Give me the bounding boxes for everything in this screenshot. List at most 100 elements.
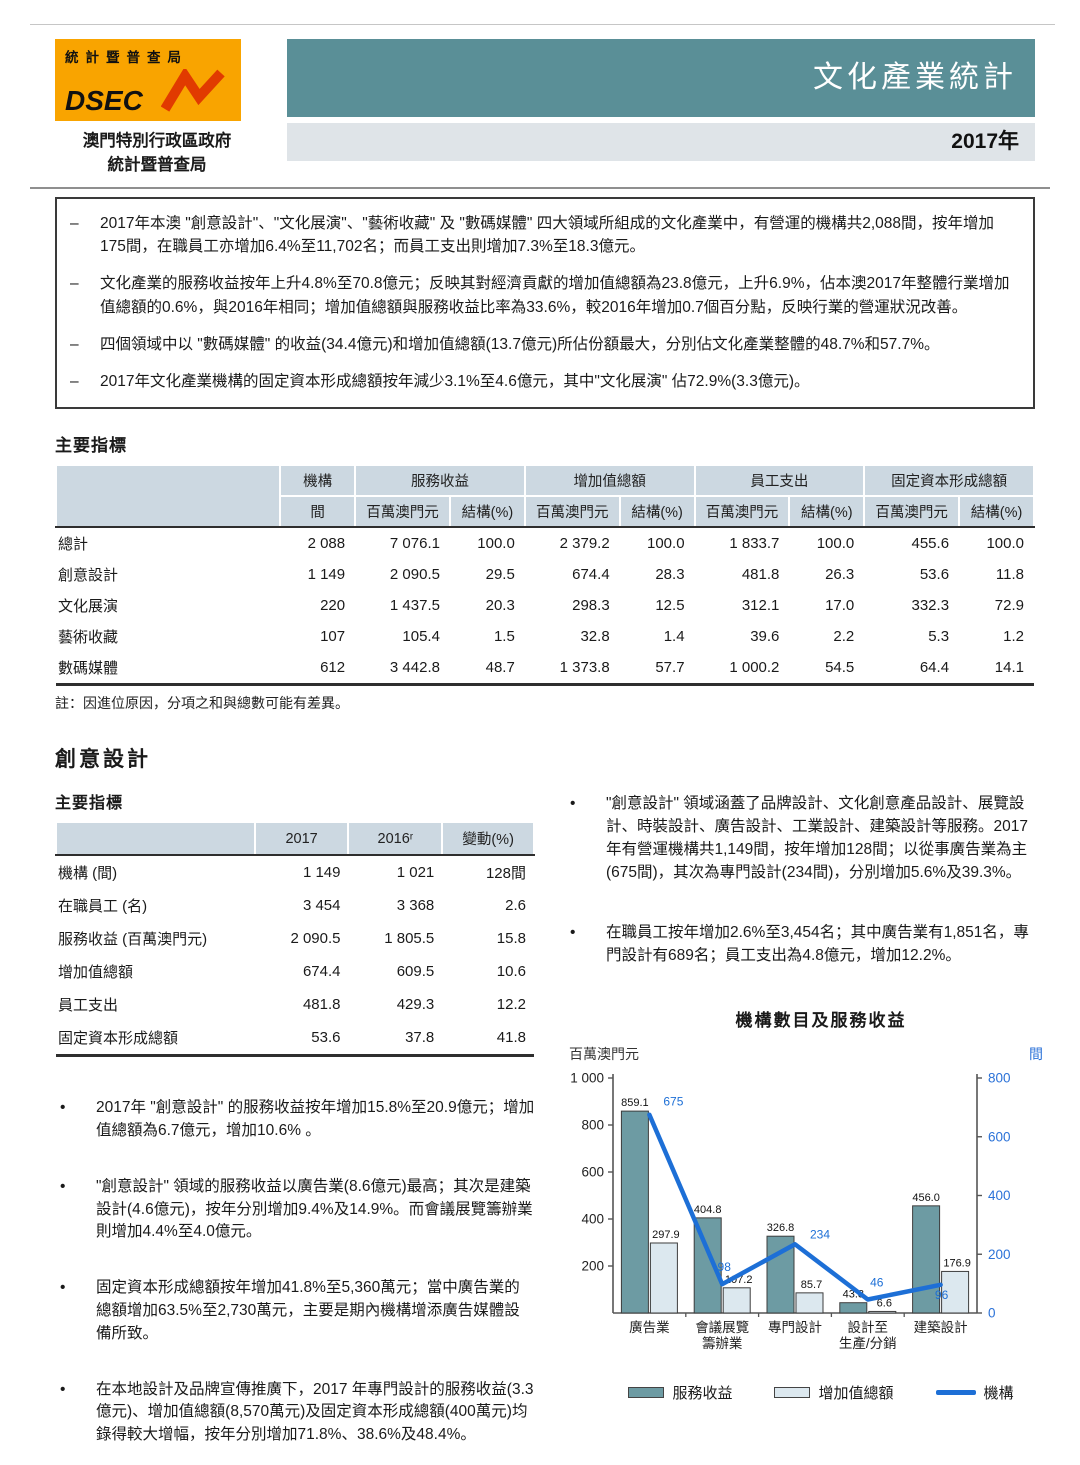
row-value: 674.4 [302, 963, 341, 981]
summary-bullet-text: 文化產業的服務收益按年上升4.8%至70.8億元；反映其對經濟貢獻的增加值總額為… [100, 275, 1010, 316]
row-value: 3 368 [396, 897, 435, 915]
bullet-marker: • [570, 924, 576, 942]
legend-label: 機構 [983, 1385, 1014, 1403]
summary-bullet-text: 2017年本澳 "創意設計"、"文化展演"、"藝術收藏" 及 "數碼媒體" 四大… [100, 214, 995, 256]
dash-marker: – [70, 335, 79, 353]
dash-marker: – [70, 275, 79, 293]
table-row: 數碼媒體 612 3 442.8 48.7 1 373.8 57.7 1 000.2 54.5… [56, 652, 1034, 687]
header-unit-cell: 百萬澳門元 [523, 495, 621, 529]
legend-item: 服務收益 [628, 1382, 732, 1403]
row-label: 數碼媒體 [56, 652, 281, 687]
svg-text:600: 600 [988, 1129, 1011, 1144]
header-group-cell: 增加值總額 [523, 464, 696, 498]
bullet-marker: • [60, 1099, 66, 1117]
svg-text:800: 800 [581, 1118, 604, 1133]
summary-box: – 2017年本澳 "創意設計"、"文化展演"、"藝術收藏" 及 "數碼媒體" 四… [55, 196, 1035, 410]
row-value: 612 [280, 652, 356, 687]
bullet-text: 在本地設計及品牌宣傳推廣下，2017 年專門設計的服務收益(3.3億元)、增加值… [96, 1380, 534, 1444]
row-value: 609.5 [396, 963, 435, 981]
main-table-header-row-groups: 機構 服務收益 增加值總額 員工支出 固定資本形成總額 [54, 464, 1035, 529]
header-unit-cell: 百萬澳門元 [354, 495, 451, 529]
svg-text:859.1: 859.1 [621, 1097, 649, 1109]
summary-bullet-text: 四個領域中以 "數碼媒體" 的收益(34.4億元)和增加值總額(13.7億元)所… [100, 335, 940, 353]
header-unit-cell: 結構(%) [958, 495, 1035, 529]
row-value: 1 373.8 [524, 652, 620, 687]
org-name: 澳門特別行政區政府 統計暨普查局 [55, 130, 259, 178]
section-title-creative-design: 創意設計 [55, 748, 151, 772]
table-note: 註：因進位原因，分項之和與總數可能有差異。 [55, 695, 349, 712]
row-value: 1 149 [307, 566, 346, 584]
row-value: 11.8 [995, 566, 1024, 584]
bullet-text: "創意設計" 領域涵蓋了品牌設計、文化創意產品設計、展覽設計、時裝設計、廣告設計… [606, 795, 1028, 881]
row-value: 2 090.5 [389, 566, 440, 584]
header-year-cell: 變動(%) [441, 821, 535, 857]
svg-text:6.6: 6.6 [877, 1297, 892, 1309]
svg-text:籌辦業: 籌辦業 [702, 1336, 743, 1351]
svg-text:0: 0 [988, 1306, 996, 1321]
header-unit-cell: 百萬澳門元 [863, 495, 961, 529]
header-unit-cell: 結構(%) [788, 495, 866, 529]
row-value: 72.9 [994, 597, 1024, 615]
svg-text:297.9: 297.9 [652, 1229, 680, 1241]
chart-institutions-and-revenue: 機構數目及服務收益 百萬澳門元 間 200 400 600 800 1 000 0 200 4… [565, 1006, 1077, 1403]
header-blank-cell [54, 464, 282, 529]
table-row: 固定資本形成總額 53.6 37.8 41.8 [56, 1021, 534, 1058]
row-label: 員工支出 [58, 997, 119, 1015]
svg-text:800: 800 [988, 1071, 1011, 1086]
header-unit-cell: 結構(%) [618, 495, 696, 529]
row-label: 藝術收藏 [58, 629, 119, 647]
row-value: 29.5 [485, 566, 515, 584]
row-value: 32.8 [580, 628, 610, 646]
right-axis-label: 間 [1029, 1046, 1043, 1063]
org-line2: 統計暨普查局 [107, 155, 207, 174]
header-group-cell: 固定資本形成總額 [863, 464, 1035, 498]
bullet-marker: • [570, 795, 576, 813]
row-value: 2 090.5 [290, 930, 341, 948]
row-value: 39.6 [750, 628, 780, 646]
summary-bullet: – 2017年本澳 "創意設計"、"文化展演"、"藝術收藏" 及 "數碼媒體" 四… [70, 212, 1017, 259]
dsec-logo: 統計暨普查局 DSEC [55, 39, 241, 121]
dash-marker: – [70, 214, 79, 232]
row-value: 1 021 [396, 864, 435, 882]
bullet-text: "創意設計" 領域的服務收益以廣告業(8.6億元)最高；其次是建築設計(4.6億… [96, 1177, 533, 1241]
header-unit-cell: 間 [279, 495, 357, 529]
right-bullet-list: • "創意設計" 領域涵蓋了品牌設計、文化創意產品設計、展覽設計、時裝設計、廣告設… [565, 793, 1035, 968]
row-value: 107 [320, 628, 346, 646]
row-value: 12.2 [496, 996, 526, 1014]
table-row: 創意設計 1 149 2 090.5 29.5 674.4 28.3 481.8 26.3 53… [56, 559, 1034, 590]
row-value: 28.3 [655, 566, 685, 584]
header-year-cell: 2017 [253, 821, 350, 857]
table-row: 機構 (間) 1 149 1 021 128間 [56, 855, 534, 889]
main-indicators-table: 機構 服務收益 增加值總額 員工支出 固定資本形成總額間百萬澳門元 結構(%) 百萬澳門元結… [54, 464, 1035, 687]
row-label: 增加值總額 [58, 964, 134, 982]
svg-text:專門設計: 專門設計 [768, 1320, 822, 1335]
row-value: 57.7 [619, 652, 695, 687]
right-column: • "創意設計" 領域涵蓋了品牌設計、文化創意產品設計、展覽設計、時裝設計、廣告設… [565, 789, 1043, 1465]
left-bullet-list: • 2017年 "創意設計" 的服務收益按年增加15.8%至20.9億元；增加值總… [55, 1097, 535, 1447]
row-label: 固定資本形成總額 [56, 1021, 255, 1058]
legend-swatch-gross-value-added [774, 1387, 811, 1399]
header-divider [30, 186, 1050, 189]
year-badge: 2017年 [287, 123, 1035, 161]
svg-text:設計至: 設計至 [848, 1320, 889, 1335]
row-value: 100.0 [647, 535, 685, 553]
logo-banner-text: 統計暨普查局 [65, 50, 188, 65]
svg-text:1 000: 1 000 [570, 1071, 604, 1086]
logo-acronym: DSEC [65, 85, 143, 116]
bullet-marker: • [60, 1380, 66, 1398]
header-group-cell: 機構 [279, 464, 357, 498]
svg-text:456.0: 456.0 [912, 1192, 940, 1204]
row-value: 1 149 [302, 864, 341, 882]
svg-text:96: 96 [935, 1288, 949, 1302]
row-value: 220 [320, 597, 346, 615]
row-value: 5.3 [928, 628, 950, 646]
svg-text:85.7: 85.7 [801, 1279, 822, 1291]
svg-text:234: 234 [810, 1227, 830, 1241]
table-row: 員工支出 481.8 429.3 12.2 [56, 988, 534, 1021]
legend-swatch-service-revenue [628, 1387, 665, 1399]
row-value: 481.8 [741, 566, 780, 584]
row-value: 298.3 [572, 597, 610, 615]
row-value: 10.6 [496, 963, 526, 981]
svg-text:46: 46 [870, 1276, 884, 1290]
row-value: 332.3 [911, 597, 950, 615]
